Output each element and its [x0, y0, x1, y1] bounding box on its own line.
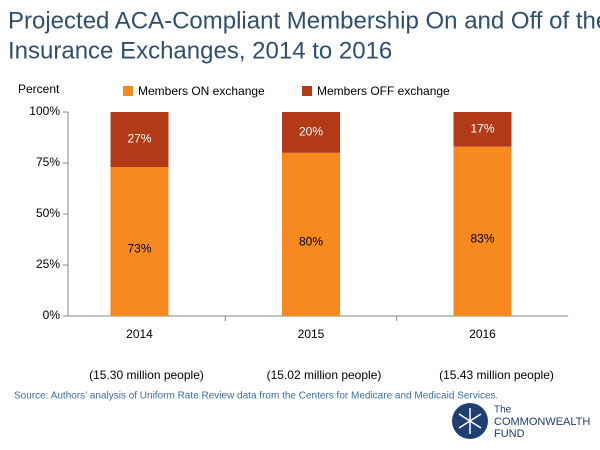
bar-segment — [110, 112, 169, 168]
y-tick-label: 0% — [43, 308, 61, 322]
bar-segment — [453, 146, 512, 316]
source: Source: Authors’ analysis of Uniform Rat… — [14, 391, 498, 402]
data-label: 83% — [470, 232, 494, 246]
category-note: (15.30 million people) — [89, 368, 204, 382]
y-tick-label: 100% — [29, 104, 60, 118]
data-label: 27% — [127, 132, 151, 146]
logo-text: FUND — [494, 428, 525, 440]
chart-title: Projected ACA-Compliant Membership On an… — [8, 7, 600, 34]
bar-segment — [282, 112, 340, 153]
y-tick-label: 25% — [36, 257, 60, 271]
x-tick-label: 2014 — [126, 327, 153, 341]
bar-segment — [110, 167, 169, 316]
logo-text: The — [494, 405, 512, 416]
data-label: 73% — [127, 242, 151, 256]
y-tick-label: 50% — [36, 206, 60, 220]
legend-label: Members OFF exchange — [317, 84, 450, 98]
x-tick-label: 2015 — [298, 327, 325, 341]
bar-segment — [282, 152, 340, 316]
data-label: 80% — [299, 235, 323, 249]
logo: The COMMONWEALTH FUND — [452, 403, 590, 440]
legend-swatch — [123, 86, 133, 96]
data-label: 17% — [470, 122, 494, 136]
y-axis-label: Percent — [18, 82, 60, 96]
y-tick-label: 75% — [36, 155, 60, 169]
legend-swatch — [302, 86, 312, 96]
logo-text: COMMONWEALTH — [494, 416, 590, 428]
category-note: (15.43 million people) — [439, 368, 554, 382]
legend-label: Members ON exchange — [138, 84, 265, 98]
data-label: 20% — [299, 125, 323, 139]
x-tick-label: 2016 — [469, 327, 496, 341]
category-note: (15.02 million people) — [267, 368, 382, 382]
bar-segment — [453, 112, 512, 147]
logo-snowflake — [458, 408, 482, 434]
chart-title: Insurance Exchanges, 2014 to 2016 — [8, 37, 392, 64]
